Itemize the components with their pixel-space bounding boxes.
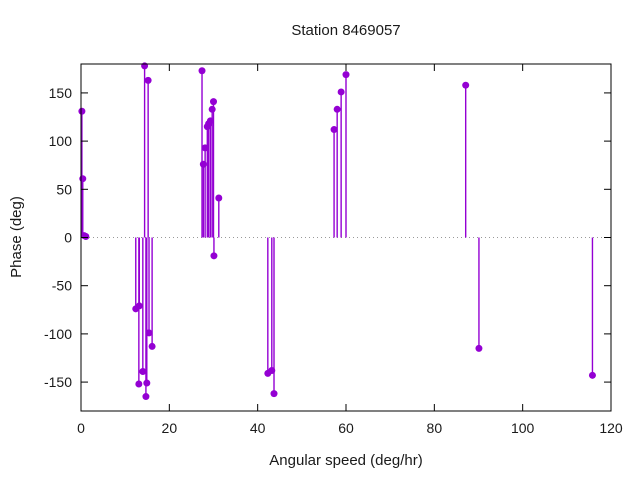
data-point bbox=[337, 88, 345, 96]
data-point bbox=[333, 105, 341, 113]
x-tick-label: 80 bbox=[427, 420, 443, 436]
data-point bbox=[342, 71, 350, 79]
data-point bbox=[268, 367, 276, 375]
x-tick-label: 20 bbox=[162, 420, 178, 436]
y-tick-label: 100 bbox=[49, 133, 73, 149]
data-point bbox=[462, 81, 470, 89]
x-tick-label: 120 bbox=[599, 420, 623, 436]
y-tick-label: -100 bbox=[44, 326, 72, 342]
x-tick-label: 40 bbox=[250, 420, 266, 436]
data-point bbox=[208, 105, 216, 113]
x-tick-label: 60 bbox=[338, 420, 354, 436]
data-point bbox=[210, 98, 217, 106]
data-point bbox=[142, 393, 150, 401]
x-tick-label: 100 bbox=[511, 420, 535, 436]
data-point bbox=[210, 252, 218, 260]
data-point bbox=[215, 194, 223, 202]
data-point bbox=[475, 344, 483, 352]
data-point bbox=[330, 126, 338, 134]
y-tick-label: 150 bbox=[49, 85, 73, 101]
y-tick-label: -50 bbox=[52, 278, 72, 294]
data-point bbox=[201, 144, 209, 152]
data-point bbox=[588, 371, 596, 379]
y-tick-label: -150 bbox=[44, 374, 72, 390]
data-point bbox=[144, 76, 152, 84]
data-point bbox=[82, 233, 90, 241]
data-point bbox=[198, 67, 206, 75]
data-point bbox=[139, 367, 147, 375]
chart-title: Station 8469057 bbox=[291, 22, 401, 39]
data-point bbox=[148, 342, 156, 350]
data-point bbox=[135, 380, 143, 388]
x-axis-label: Angular speed (deg/hr) bbox=[269, 452, 423, 469]
data-point bbox=[143, 379, 151, 387]
data-point bbox=[206, 117, 214, 125]
data-point bbox=[79, 175, 87, 183]
y-tick-label: 0 bbox=[64, 230, 72, 246]
data-point bbox=[78, 107, 86, 115]
data-point bbox=[135, 302, 143, 310]
data-point bbox=[141, 62, 149, 70]
x-tick-label: 0 bbox=[77, 420, 85, 436]
data-point bbox=[145, 329, 153, 337]
y-tick-label: 50 bbox=[56, 181, 72, 197]
data-point bbox=[199, 160, 207, 168]
data-point bbox=[270, 390, 278, 398]
